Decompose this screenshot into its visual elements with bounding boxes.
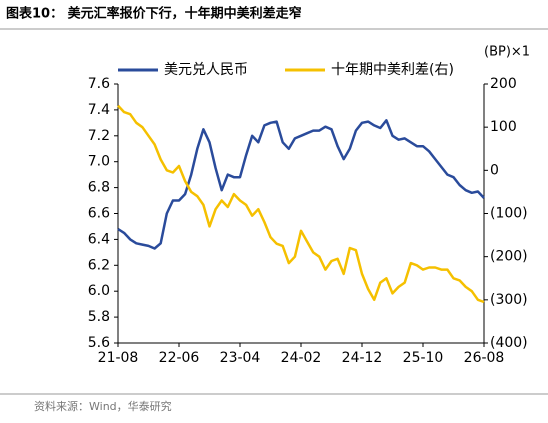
y-tick-label: 7.4 (88, 102, 110, 118)
y-tick-label: 6.6 (88, 206, 110, 222)
y2-tick-label: 100 (490, 119, 517, 135)
y2-tick-label: 0 (490, 162, 499, 178)
legend-label: 十年期中美利差(右) (331, 62, 454, 78)
y-tick-label: 7.0 (88, 154, 110, 170)
chart-title: 图表10： 美元汇率报价下行，十年期中美利差走窄 (6, 6, 302, 22)
x-tick-label: 21-08 (98, 350, 139, 366)
y-tick-label: 6.8 (88, 180, 110, 196)
y2-tick-label: (300) (490, 292, 528, 308)
y-tick-label: 5.6 (88, 335, 110, 351)
x-tick-label: 23-04 (220, 350, 261, 366)
y2-unit: (BP)×1 (484, 45, 530, 60)
legend-label: 美元兑人民币 (164, 62, 248, 78)
y-tick-label: 7.6 (88, 76, 110, 92)
y-tick-label: 6.4 (88, 231, 110, 247)
y-tick-label: 7.2 (88, 128, 110, 144)
y2-tick-label: (100) (490, 206, 528, 222)
series-line (117, 104, 485, 304)
x-tick-label: 24-02 (281, 350, 322, 366)
y2-tick-label: (400) (490, 335, 528, 351)
y-tick-label: 6.2 (88, 257, 110, 273)
y-tick-label: 5.8 (88, 309, 110, 325)
x-tick-label: 25-10 (403, 350, 444, 366)
y2-tick-label: 200 (490, 76, 517, 92)
series-line (117, 119, 485, 250)
x-tick-label: 24-12 (342, 350, 383, 366)
source: 资料来源：Wind，华泰研究 (34, 399, 172, 413)
x-tick-label: 22-06 (159, 350, 200, 366)
y2-tick-label: (200) (490, 249, 528, 265)
y-tick-label: 6.0 (88, 283, 110, 299)
x-tick-label: 26-08 (464, 350, 505, 366)
